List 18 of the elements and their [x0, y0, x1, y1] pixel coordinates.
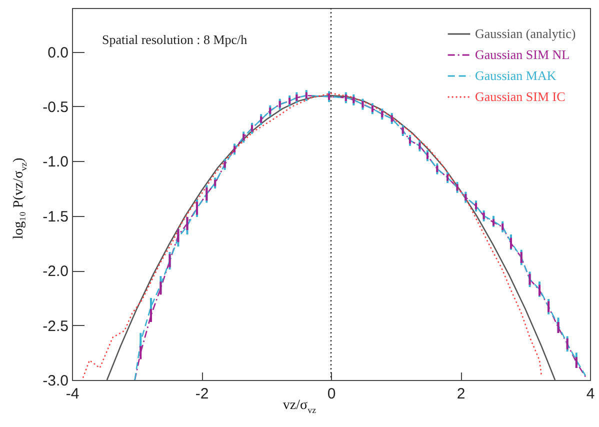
y-tick-label: -3.0 — [42, 372, 68, 390]
x-axis-title: vz/σ$_{vz}$ — [282, 398, 316, 415]
x-tick-label: -2 — [195, 386, 209, 402]
legend-label: Gaussian SIM IC — [475, 89, 566, 104]
x-tick-label: 4 — [586, 386, 595, 402]
legend-label: Gaussian SIM NL — [475, 47, 570, 62]
legend-label: Gaussian (analytic) — [475, 26, 576, 41]
y-tick-label: -1.0 — [42, 154, 68, 171]
x-tick-label: -4 — [66, 386, 80, 402]
x-tick-label: 2 — [456, 386, 466, 402]
y-tick-label: -1.5 — [42, 208, 68, 226]
legend-label: Gaussian MAK — [475, 68, 557, 83]
x-tick-label: 0 — [327, 386, 336, 402]
y-tick-label: -2.5 — [42, 318, 68, 335]
y-tick-label: -2.0 — [42, 263, 68, 280]
y-tick-label: -0.5 — [42, 98, 68, 116]
y-tick-label: 0.0 — [48, 44, 68, 62]
annotation: Spatial resolution : 8 Mpc/h — [102, 32, 248, 48]
